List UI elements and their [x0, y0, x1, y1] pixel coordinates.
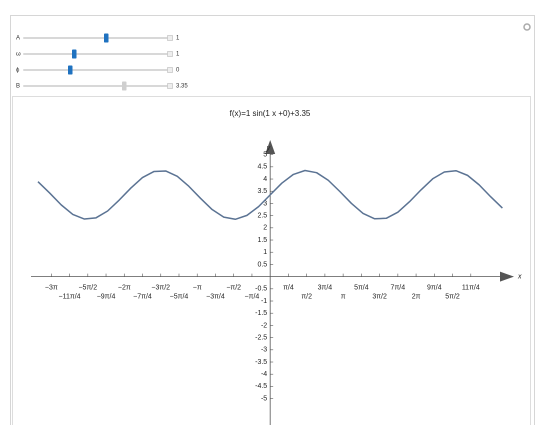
y-tick-label: 2 — [263, 225, 267, 232]
x-tick-label: 3π/2 — [372, 293, 387, 300]
y-tick-label: 4 — [263, 176, 267, 183]
y-tick-label: -2.5 — [255, 334, 267, 341]
x-tick-label: 3π/4 — [318, 284, 333, 291]
x-tick-label: 5π/4 — [354, 284, 369, 291]
x-tick-label: −π — [193, 284, 202, 291]
x-tick-label: π — [341, 293, 346, 300]
y-tick-label: -4 — [261, 371, 267, 378]
y-tick-label: -2 — [261, 322, 267, 329]
slider-thumb[interactable] — [122, 81, 127, 91]
controls: A 1 ω 1 ϕ 0 B 3.35 — [16, 33, 188, 91]
slider-thumb[interactable] — [104, 33, 109, 43]
y-tick-label: -5 — [261, 395, 267, 402]
y-tick-label: -0.5 — [255, 286, 267, 293]
slider-thumb[interactable] — [72, 49, 77, 59]
y-tick-label: 3.5 — [257, 188, 267, 195]
x-tick-label: π/2 — [301, 293, 312, 300]
x-tick-label: 9π/4 — [427, 284, 442, 291]
gear-icon[interactable] — [523, 23, 531, 31]
slider-label: A — [16, 36, 20, 42]
y-axis-label: y — [266, 145, 271, 152]
x-tick-label: −11π/4 — [59, 293, 81, 300]
x-tick-label: −5π/2 — [78, 284, 97, 291]
y-axis-arrow — [265, 140, 276, 154]
x-tick-label: −3π/4 — [206, 293, 225, 300]
y-tick-label: 2.5 — [257, 212, 267, 219]
slider-thumb[interactable] — [68, 65, 73, 75]
y-tick-label: 0.5 — [257, 261, 267, 268]
slider-value: 1 — [176, 36, 180, 42]
x-tick-label: −9π/4 — [97, 293, 116, 300]
y-tick-label: 1 — [263, 249, 267, 256]
x-tick-label: π/4 — [283, 284, 294, 291]
y-tick-label: -3 — [261, 347, 267, 354]
slider-label: B — [16, 84, 20, 90]
expand-button[interactable] — [167, 51, 173, 57]
x-tick-label: −3π — [45, 284, 58, 291]
y-tick-label: -3.5 — [255, 359, 267, 366]
x-axis-arrow — [500, 271, 514, 282]
slider-label: ω — [16, 52, 21, 58]
y-tick-label: 4.5 — [257, 164, 267, 171]
x-tick-label: −7π/4 — [133, 293, 152, 300]
slider-value: 0 — [176, 68, 180, 74]
slider-track[interactable] — [23, 85, 168, 87]
expand-button[interactable] — [167, 83, 173, 89]
x-tick-label: −2π — [118, 284, 131, 291]
slider-value: 1 — [176, 52, 180, 58]
y-tick-label: -1.5 — [255, 310, 267, 317]
x-tick-label: 5π/2 — [445, 293, 460, 300]
slider-value: 3.35 — [176, 84, 188, 90]
slider-track[interactable] — [23, 37, 168, 39]
x-tick-label: −5π/4 — [170, 293, 189, 300]
y-tick-label: 1.5 — [257, 237, 267, 244]
chart-title: f(x)=1 sin(1 x +0)+3.35 — [230, 109, 311, 118]
y-tick-label: 5 — [263, 151, 267, 158]
y-tick-label: 3 — [263, 200, 267, 207]
plot: x y5 4.5 4 3.5 3 2.5 2 1.5 1 0.5 -0.5 -1 -1.5 -2 -2.5 -3… — [31, 140, 522, 425]
curve — [37, 169, 503, 221]
slider-label: ϕ — [16, 68, 20, 74]
y-tick-label: -1 — [261, 298, 267, 305]
x-tick-label: −3π/2 — [151, 284, 170, 291]
slider-track[interactable] — [23, 69, 168, 71]
expand-button[interactable] — [167, 67, 173, 73]
x-tick-label: −π/4 — [245, 293, 260, 300]
x-tick-label: 2π — [412, 293, 421, 300]
x-tick-label: 11π/4 — [462, 284, 480, 291]
expand-button[interactable] — [167, 35, 173, 41]
x-tick-label: 7π/4 — [391, 284, 406, 291]
x-tick-label: −π/2 — [226, 284, 241, 291]
x-axis-label: x — [517, 273, 522, 280]
slider-track[interactable] — [23, 53, 168, 55]
y-tick-label: -4.5 — [255, 383, 267, 390]
